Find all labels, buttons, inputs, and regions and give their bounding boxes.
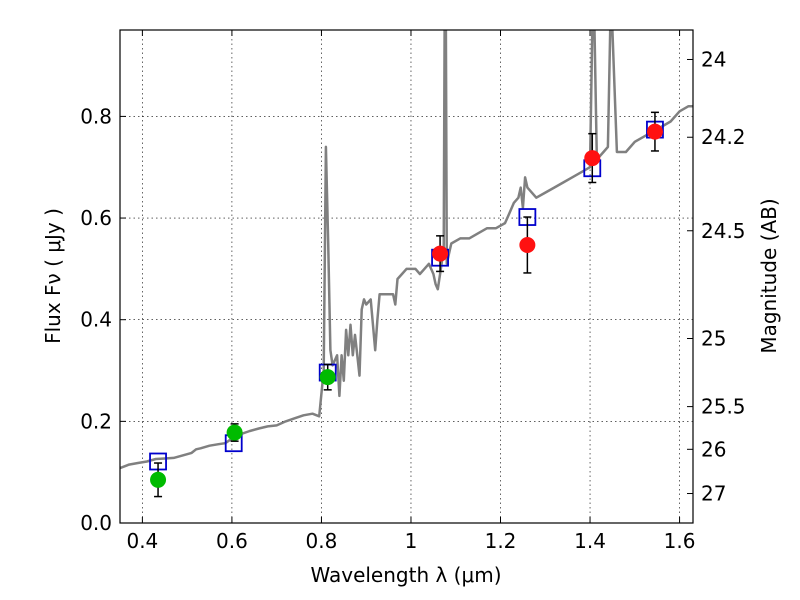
- photometry-point: [432, 245, 449, 262]
- photometry-point: [150, 471, 167, 488]
- y-tick-label: 0.4: [80, 308, 112, 332]
- model-spectrum-line: [120, 30, 693, 470]
- x-tick-label: 0.6: [216, 529, 248, 553]
- y-tick-label: 0.8: [80, 104, 112, 128]
- photometry-point: [519, 236, 536, 253]
- y2-tick-label: 24.2: [701, 125, 746, 149]
- x-axis-label: Wavelength λ (μm): [310, 563, 501, 587]
- photometry-point: [646, 123, 663, 140]
- plot-frame: [119, 29, 694, 524]
- y-tick-label: 0.6: [80, 206, 112, 230]
- y-axis-label: Flux Fν ( μJy ): [41, 208, 65, 344]
- y2-tick-label: 25: [701, 327, 726, 351]
- y2-tick-label: 27: [701, 482, 726, 506]
- x-tick-label: 1.2: [485, 529, 517, 553]
- y-tick-label: 0.0: [80, 511, 112, 535]
- y2-tick-label: 24.5: [701, 219, 746, 243]
- axis-ticks: 0.4 0.6 0.8 1 1.2 1.4 1.6 0.0 0.2 0.4 0.6 0.8 24 24.2…: [80, 30, 746, 553]
- x-tick-label: 0.8: [306, 529, 338, 553]
- photometry-point: [226, 424, 243, 441]
- photometry-point: [584, 150, 601, 167]
- y-tick-label: 0.2: [80, 409, 112, 433]
- x-tick-label: 0.4: [126, 529, 158, 553]
- grid-lines: [120, 30, 693, 523]
- y2-tick-label: 25.5: [701, 395, 746, 419]
- x-tick-label: 1.6: [664, 529, 696, 553]
- markers-layer: [149, 111, 664, 498]
- model-spectrum-layer: [120, 30, 693, 470]
- x-tick-label: 1: [405, 529, 418, 553]
- y2-axis-label: Magnitude (AB): [757, 198, 781, 353]
- y2-tick-label: 26: [701, 437, 726, 461]
- x-tick-label: 1.4: [574, 529, 606, 553]
- photometry-point: [319, 369, 336, 386]
- y2-tick-label: 24: [701, 47, 726, 71]
